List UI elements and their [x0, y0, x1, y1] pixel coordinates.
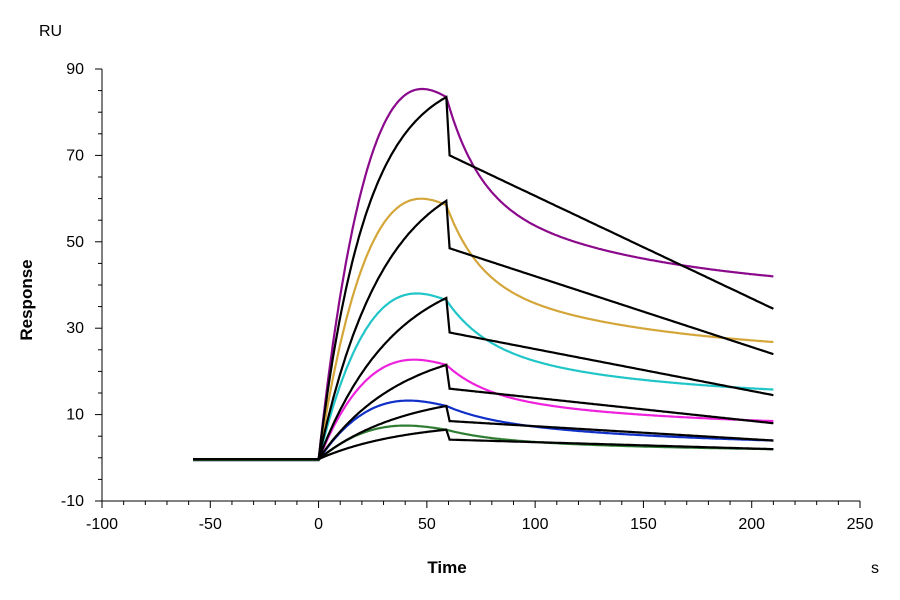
sensorgram-curve-1: [193, 87, 774, 462]
sensorgram-curve-5: [193, 399, 774, 462]
x-tick-label: 0: [314, 516, 323, 533]
y-unit-label: RU: [39, 23, 62, 40]
fit-curve-2: [193, 198, 774, 461]
x-ticks: -100 -50 0 50 100 150 200 250: [86, 501, 873, 533]
x-axis-title: Time: [427, 558, 466, 577]
x-tick-label: 50: [418, 516, 436, 533]
x-tick-label: -100: [86, 516, 118, 533]
y-tick-label: 70: [66, 147, 84, 164]
y-tick-label: 30: [66, 320, 84, 337]
y-tick-label: 50: [66, 234, 84, 251]
y-tick-label: 10: [66, 407, 84, 424]
sensorgram-curve-4: [193, 358, 774, 462]
sensorgram-curve-6: [193, 424, 774, 462]
x-tick-label: -50: [199, 516, 222, 533]
y-axis-title: Response: [17, 259, 36, 340]
x-tick-label: 100: [522, 516, 549, 533]
sensorgram-curves: [193, 87, 774, 462]
fit-curve-6: [193, 428, 774, 461]
fit-curve-1: [193, 95, 774, 461]
y-ticks: -10 10 30 50 70 90: [61, 61, 102, 510]
y-tick-label: -10: [61, 493, 84, 510]
x-tick-label: 150: [630, 516, 657, 533]
y-tick-label: 90: [66, 61, 84, 78]
sensorgram-curve-2: [193, 197, 774, 462]
fit-curves: [193, 95, 774, 461]
x-tick-label: 250: [847, 516, 874, 533]
x-tick-label: 200: [738, 516, 765, 533]
x-unit-label: s: [871, 560, 879, 577]
